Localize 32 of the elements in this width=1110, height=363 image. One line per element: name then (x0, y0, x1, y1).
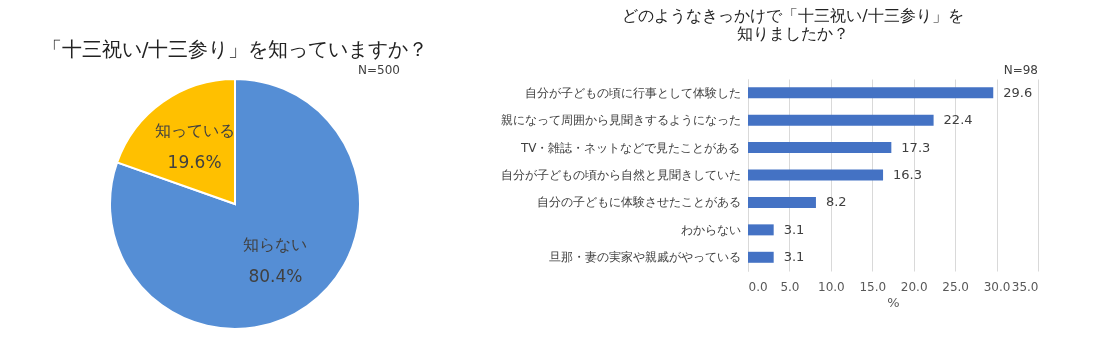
data-label: 3.1 (783, 221, 805, 237)
data-label: 22.4 (943, 112, 973, 128)
x-tick-label: 25.0 (942, 279, 969, 294)
chart-title: 「十三祝い/十三参り」を知っていますか？ (41, 37, 429, 61)
x-tick-label: 15.0 (859, 279, 887, 294)
slice-label: 知らない (243, 235, 308, 255)
text: N=98 (1003, 63, 1038, 77)
x-tick-label: 10.0 (818, 279, 845, 294)
y-tick-label: 自分が子どもの頃に行事として体験した (524, 85, 741, 100)
data-label: 17.3 (901, 139, 931, 155)
data-label: 80.4% (248, 266, 303, 287)
x-tick-label: 5.0 (780, 279, 800, 294)
x-tick-label: 30.0 (983, 279, 1011, 294)
x-tick-label: 0.0 (748, 279, 768, 294)
y-tick-label: 旦那・妻の実家や親戚がやっている (548, 250, 741, 265)
y-tick-label: 自分の子どもに体験させたことがある (536, 195, 741, 210)
slice-label: 知っている (154, 120, 235, 140)
y-tick-label: 親になって周囲から見聞きするようになった (500, 113, 741, 128)
x-axis-title: % (887, 294, 900, 310)
y-tick-label: わからない (680, 222, 741, 237)
data-label: 19.6% (167, 151, 222, 172)
data-label: 3.1 (783, 249, 805, 265)
y-tick-label: TV・雑誌・ネットなどで見たことがある (519, 140, 741, 155)
y-tick-label: 自分が子どもの頃から自然と見聞きしていた (500, 168, 741, 182)
data-label: 29.6 (1003, 84, 1033, 100)
text: N=500 (358, 63, 400, 77)
x-tick-label: 20.0 (900, 279, 928, 294)
x-tick-label: 35.0 (1011, 279, 1039, 294)
pie-slice (109, 78, 361, 330)
data-label: 8.2 (825, 194, 847, 210)
data-label: 16.3 (893, 167, 923, 182)
chart-title: どのようなきっかけで「十三祝い/十三参り」を知りましたか？ (622, 6, 964, 43)
